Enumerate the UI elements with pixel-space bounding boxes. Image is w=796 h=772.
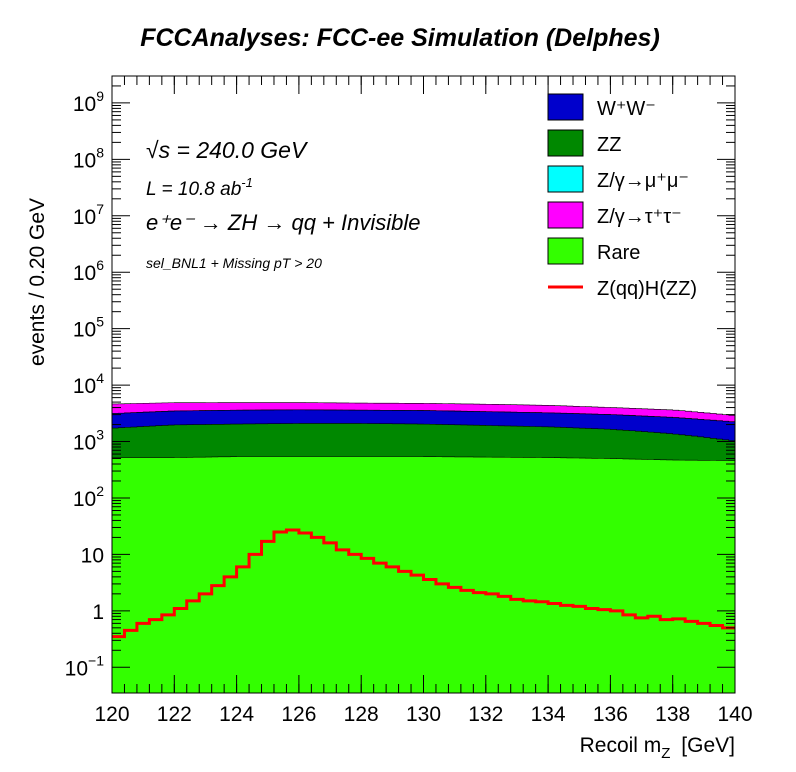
lumi-text: L = 10.8 ab (146, 179, 241, 200)
y-tick-label: 109 (73, 88, 104, 116)
legend-label: Rare (597, 242, 640, 264)
y-tick-label: 10−1 (65, 652, 105, 680)
annotation-energy: √s = 240.0 GeV (146, 137, 309, 163)
signal-histogram (112, 528, 735, 639)
signal-line (112, 528, 735, 639)
legend-label: ZZ (597, 134, 621, 156)
stacked-histograms (111, 402, 736, 694)
legend-swatch (547, 237, 584, 265)
x-tick-label: 132 (468, 703, 503, 726)
legend-label: Z(qq)H(ZZ) (597, 278, 697, 300)
x-axis-label-sub: Z (661, 745, 670, 762)
legend-label: W⁺W⁻ (597, 98, 656, 120)
y-tick-label: 104 (73, 370, 104, 398)
y-axis-label: events / 0.20 GeV (26, 198, 49, 366)
legend-swatch (547, 93, 584, 121)
y-tick-label: 105 (73, 314, 104, 342)
annotations: √s = 240.0 GeV L = 10.8 ab-1 e⁺e⁻ → ZH →… (146, 137, 421, 271)
energy-sqrt: √s (146, 137, 171, 163)
y-tick-label: 108 (73, 144, 104, 172)
x-tick-label: 126 (281, 703, 316, 726)
x-axis-label: Recoil mZ [GeV] (580, 734, 735, 762)
annotation-process: e⁺e⁻ → ZH → qq + Invisible (146, 210, 421, 235)
legend-label: Z/γ→μ⁺μ⁻ (597, 170, 689, 192)
x-axis-label-unit: [GeV] (675, 734, 735, 757)
annotation-selection: sel_BNL1 + Missing pT > 20 (146, 255, 322, 271)
x-tick-label: 120 (94, 703, 129, 726)
x-tick-label: 130 (406, 703, 441, 726)
y-tick-label: 103 (73, 427, 104, 455)
x-axis-label-main: Recoil m (580, 734, 662, 757)
x-tick-label: 124 (219, 703, 254, 726)
x-tick-label: 138 (655, 703, 690, 726)
energy-text: = 240.0 GeV (170, 137, 309, 163)
x-tick-label: 128 (344, 703, 379, 726)
legend-swatch (547, 129, 584, 157)
x-tick-label: 140 (717, 703, 752, 726)
y-tick-label: 10 (81, 544, 104, 567)
x-tick-label: 134 (531, 703, 566, 726)
annotation-lumi: L = 10.8 ab-1 (146, 175, 253, 200)
y-tick-label: 106 (73, 257, 104, 285)
y-tick-label: 102 (73, 483, 104, 511)
lumi-sup: -1 (241, 175, 253, 190)
legend: W⁺W⁻ ZZ Z/γ→μ⁺μ⁻ Z/γ→τ⁺τ⁻ Rare Z(qq)H(ZZ) (547, 93, 697, 300)
y-tick-label: 107 (73, 201, 104, 229)
x-tick-label: 136 (593, 703, 628, 726)
legend-label: Z/γ→τ⁺τ⁻ (597, 206, 682, 228)
chart-title: FCCAnalyses: FCC-ee Simulation (Delphes) (140, 24, 660, 52)
x-tick-label: 122 (157, 703, 192, 726)
legend-swatch (547, 201, 584, 229)
axes: 120 122 124 126 128 130 132 134 136 138 140 10−1 1 10… (65, 75, 753, 726)
y-tick-label: 1 (92, 601, 104, 624)
legend-swatch (547, 165, 584, 193)
